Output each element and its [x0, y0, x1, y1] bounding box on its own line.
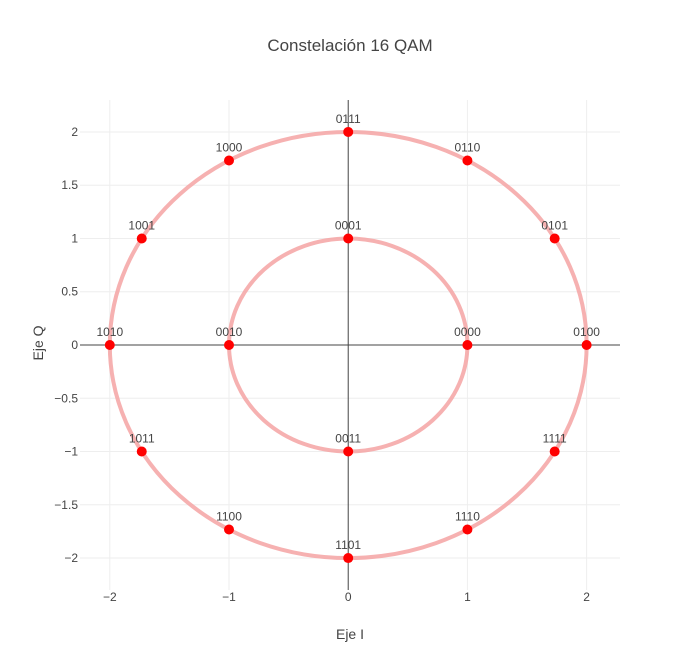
point-label: 0000: [454, 325, 481, 339]
x-tick-label: 1: [464, 590, 471, 604]
data-points: [104, 126, 592, 564]
point-label: 0111: [336, 112, 361, 126]
constellation-point: [343, 233, 354, 244]
x-tick-labels: −2 −1 0 1 2: [103, 590, 590, 604]
y-tick-label: 2: [71, 125, 78, 139]
y-tick-label: 1.5: [61, 178, 78, 192]
y-tick-label: 0.5: [61, 285, 78, 299]
y-tick-label: 1: [71, 231, 78, 245]
constellation-point: [343, 126, 354, 137]
constellation-point: [224, 340, 235, 350]
point-label: 0101: [541, 218, 568, 232]
point-label: 1000: [216, 141, 243, 155]
y-tick-label: −1: [64, 445, 78, 459]
point-label: 0110: [455, 141, 481, 155]
constellation-point: [549, 446, 560, 457]
point-label: 1111: [543, 432, 567, 446]
constellation-point: [343, 446, 354, 457]
point-label: 0100: [573, 325, 600, 339]
point-label: 1110: [455, 509, 480, 523]
y-tick-label: −1.5: [54, 498, 78, 512]
constellation-point: [224, 524, 235, 535]
x-tick-label: −2: [103, 590, 117, 604]
x-tick-label: 2: [583, 590, 590, 604]
constellation-point: [462, 340, 473, 350]
chart-title: Constelación 16 QAM: [267, 36, 432, 55]
point-label: 1001: [128, 218, 155, 232]
point-label: 0011: [335, 432, 361, 446]
point-label: 0001: [335, 218, 362, 232]
point-label: 1010: [96, 325, 123, 339]
constellation-point: [581, 340, 592, 350]
constellation-point: [343, 553, 354, 564]
constellation-point: [462, 155, 473, 166]
y-tick-label: 0: [71, 338, 78, 352]
y-axis-label: Eje Q: [30, 325, 46, 360]
y-tick-labels: 2 1.5 1 0.5 0 −0.5 −1 −1.5 −2: [54, 125, 78, 565]
point-label: 1100: [216, 509, 242, 523]
point-label: 1101: [335, 538, 361, 552]
constellation-point: [549, 233, 560, 244]
y-tick-label: −2: [64, 551, 78, 565]
x-tick-label: 0: [345, 590, 352, 604]
y-tick-label: −0.5: [54, 391, 78, 405]
point-label: 0010: [216, 325, 243, 339]
constellation-point: [104, 340, 115, 350]
constellation-point: [136, 233, 147, 244]
point-label: 1011: [129, 432, 155, 446]
point-labels: 0000 0001 0010 0011 0100 0101 0110 0111 1000 1001…: [96, 112, 600, 552]
constellation-point: [462, 524, 473, 535]
x-axis-label: Eje I: [336, 626, 364, 642]
constellation-point: [136, 446, 147, 457]
zero-lines: [80, 100, 620, 590]
x-tick-label: −1: [222, 590, 236, 604]
constellation-point: [224, 155, 235, 166]
